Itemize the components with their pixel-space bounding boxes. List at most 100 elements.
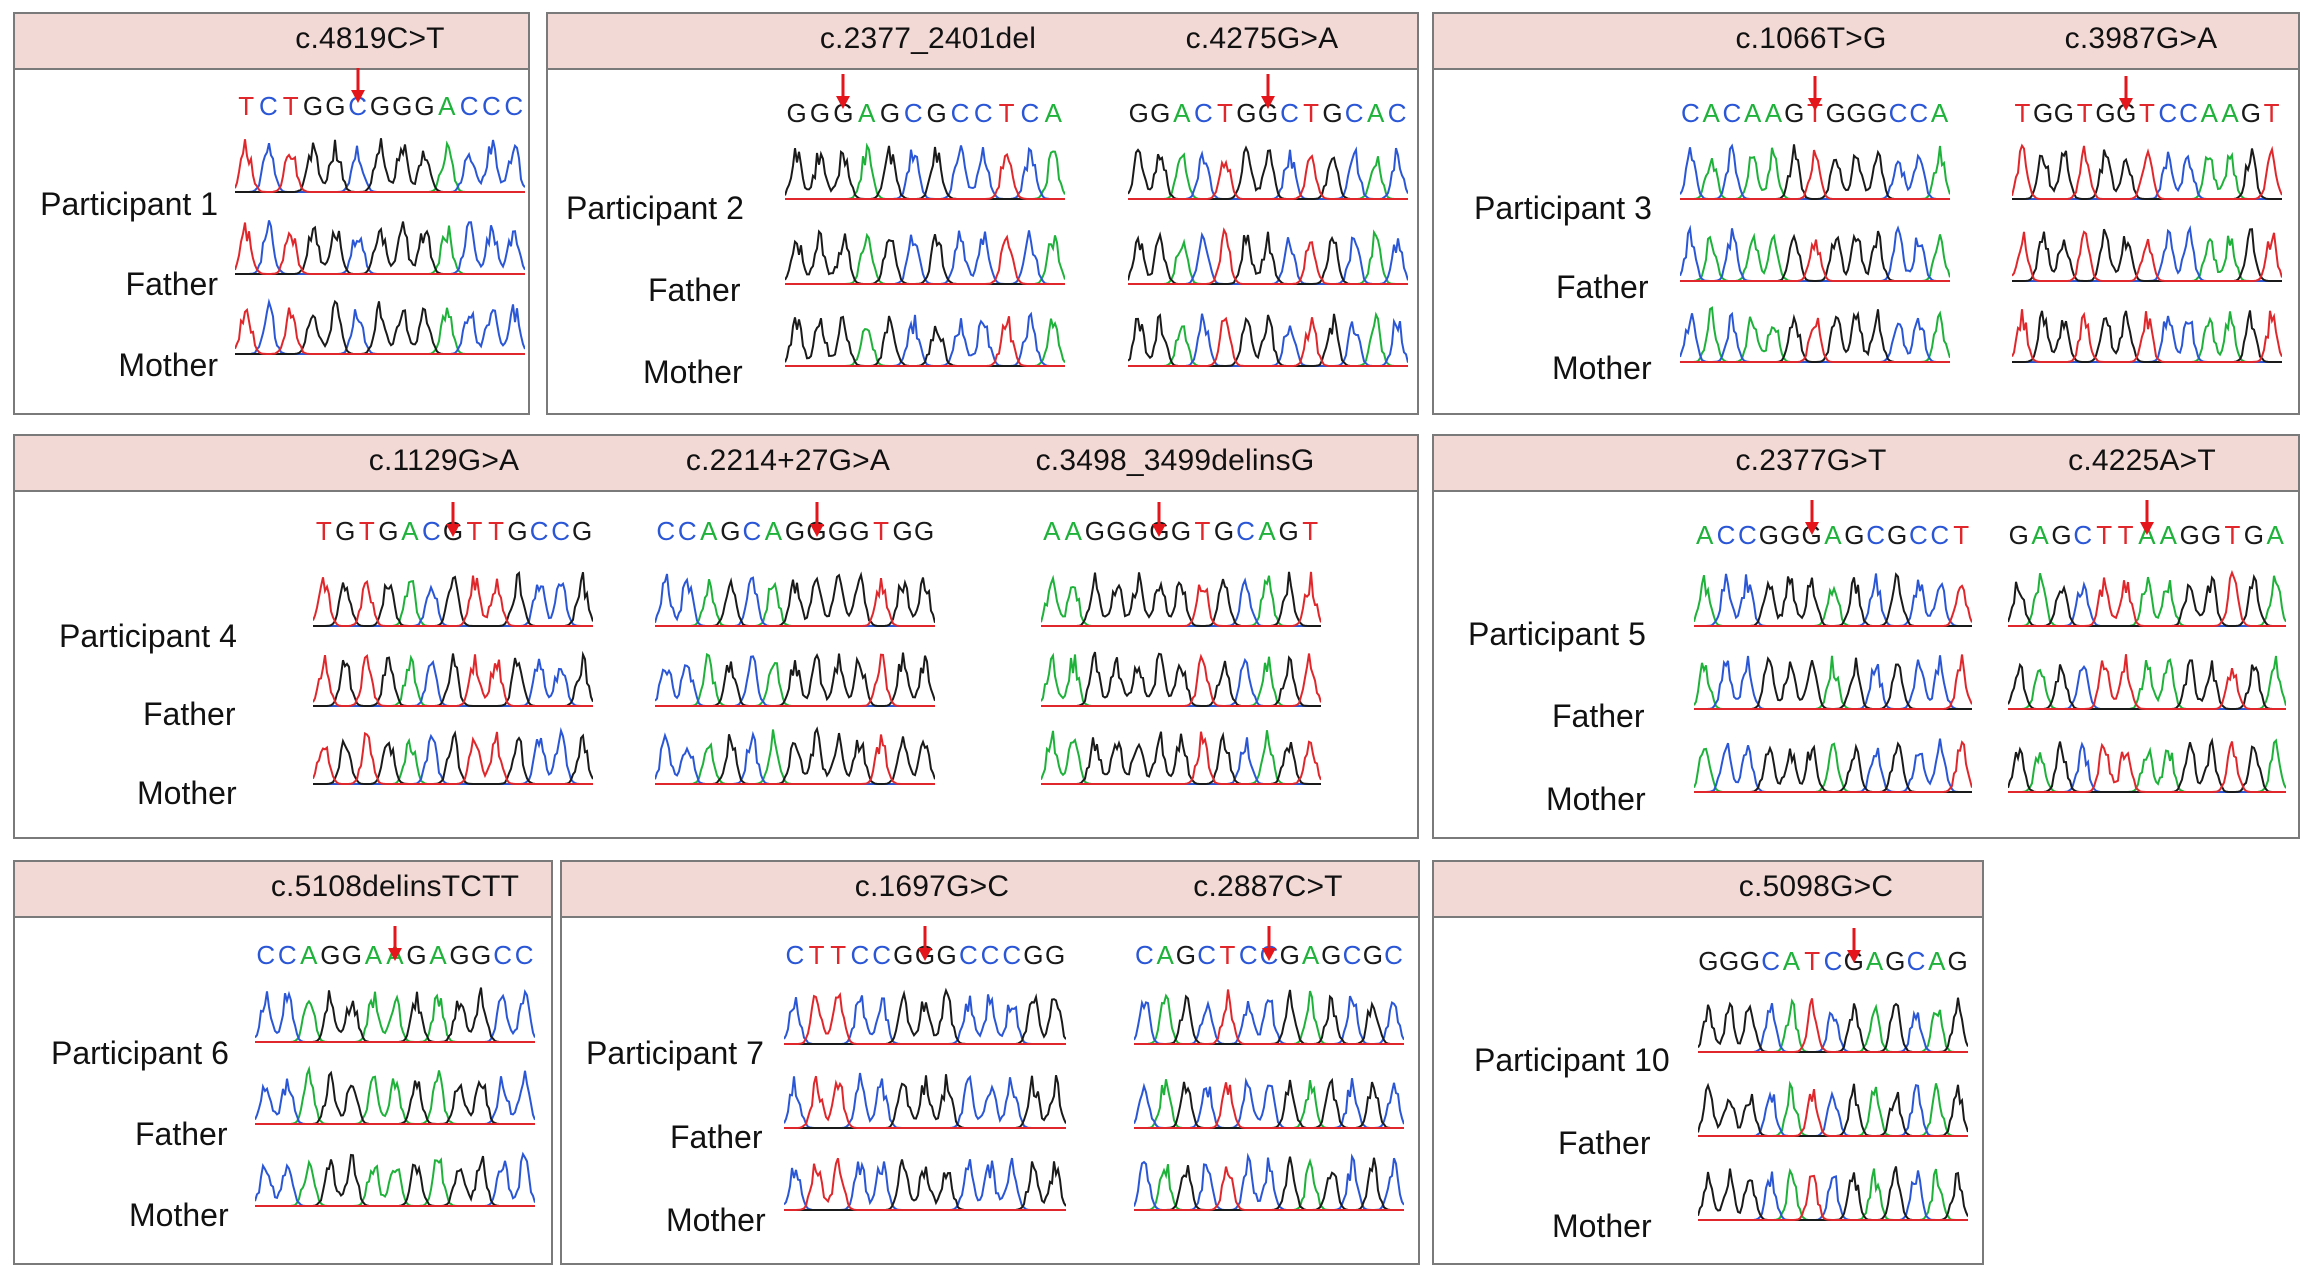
base-letter: T: [2096, 520, 2113, 550]
trace-T: [2012, 143, 2282, 200]
base-letter: T: [2263, 98, 2280, 128]
variant-label: c.3498_3499delinsG: [1035, 444, 1315, 477]
trace-G: [785, 229, 1065, 285]
base-letter: G: [2243, 520, 2264, 550]
base-letter: A: [1043, 516, 1061, 546]
base-letter: G: [1780, 520, 1801, 550]
base-letter: A: [857, 98, 876, 128]
base-letter: A: [1824, 520, 1842, 550]
base-letter: A: [1696, 520, 1714, 550]
base-letter: G: [2116, 98, 2137, 128]
mother-chromatogram: [1134, 1152, 1404, 1211]
base-letter: G: [1023, 940, 1044, 970]
variant-label: c.3987G>A: [2064, 22, 2218, 55]
base-letter: G: [1867, 98, 1888, 128]
base-letter: C: [1888, 98, 1908, 128]
base-letter: T: [2076, 98, 2093, 128]
participant-chromatogram: [1041, 571, 1321, 627]
base-letter: A: [1928, 946, 1946, 976]
down-arrow-icon: [1846, 928, 1861, 963]
base-letter: C: [1680, 98, 1700, 128]
base-letter: A: [1173, 98, 1191, 128]
base-letter: G: [936, 940, 957, 970]
base-letter: A: [2200, 98, 2218, 128]
base-letter: G: [1844, 520, 1865, 550]
base-letter: G: [1846, 98, 1867, 128]
base-letter: C: [1280, 98, 1299, 128]
base-letter: C: [973, 98, 993, 128]
base-letter: A: [1301, 940, 1320, 970]
base-letter: G: [1279, 940, 1300, 970]
base-letter: T: [2139, 98, 2155, 128]
base-letter: A: [1702, 98, 1720, 128]
mother-label: Mother: [118, 347, 218, 383]
panel-header: [1434, 862, 1982, 918]
participant-label: Participant 4: [59, 618, 237, 654]
trace-T: [1128, 316, 1408, 367]
variant-label: c.1066T>G: [1735, 22, 1887, 55]
base-letter: T: [1804, 946, 1821, 976]
variant-label: c.5098G>C: [1738, 870, 1894, 903]
participant-label: Participant 7: [586, 1035, 764, 1071]
base-letter: G: [302, 91, 324, 121]
base-letter: C: [1387, 98, 1407, 128]
base-letter: G: [406, 940, 427, 970]
trace-T: [1041, 731, 1321, 785]
base-letter: G: [1825, 98, 1846, 128]
variant-label: c.2887C>T: [1193, 870, 1343, 903]
trace-C: [255, 1070, 535, 1125]
base-sequence: CAGCTCCGAGCGC: [1134, 940, 1404, 971]
base-letter: A: [438, 91, 456, 121]
trace-A: [1698, 998, 1968, 1053]
trace-C: [1694, 573, 1972, 627]
father-label: Father: [125, 266, 218, 302]
base-letter: C: [514, 940, 534, 970]
participant-chromatogram: [784, 987, 1066, 1045]
base-letter: G: [809, 98, 831, 128]
trace-T: [2012, 230, 2282, 282]
down-arrow-icon: [1808, 76, 1822, 111]
base-letter: G: [1801, 520, 1822, 550]
trace-T: [655, 734, 935, 785]
base-letter: G: [341, 940, 362, 970]
base-letter: C: [1134, 940, 1154, 970]
mother-chromatogram: [785, 311, 1065, 367]
base-letter: C: [677, 516, 697, 546]
mother-label: Mother: [1552, 350, 1652, 386]
base-letter: C: [1909, 98, 1929, 128]
trace-T: [1134, 1082, 1404, 1129]
panel-participant-7: c.1697G>C c.2887C>T Participant 7 Father…: [560, 860, 1420, 1265]
mother-chromatogram: [235, 298, 525, 355]
base-letter: G: [1175, 940, 1197, 970]
base-letter: C: [958, 940, 978, 970]
trace-T: [655, 653, 935, 707]
father-label: Father: [1558, 1125, 1651, 1161]
base-letter: A: [429, 940, 447, 970]
trace-T: [1041, 653, 1321, 707]
base-letter: T: [873, 516, 890, 546]
base-letter: A: [1782, 946, 1801, 976]
base-letter: G: [1321, 940, 1342, 970]
participant-chromatogram: [313, 571, 593, 627]
participant-chromatogram: [1694, 572, 1972, 627]
variant-label: c.4225A>T: [2068, 444, 2216, 477]
participant-chromatogram: [1134, 989, 1404, 1045]
down-arrow-icon: [350, 68, 365, 103]
base-letter: G: [2240, 98, 2261, 128]
base-letter: G: [1106, 516, 1127, 546]
mother-chromatogram: [2008, 737, 2286, 793]
participant-chromatogram: [1680, 143, 1950, 200]
trace-T: [235, 139, 525, 193]
father-label: Father: [1552, 698, 1645, 734]
panel-header: [15, 14, 528, 70]
trace-T: [313, 575, 593, 627]
base-letter: G: [2179, 520, 2200, 550]
father-chromatogram: [1041, 651, 1321, 707]
base-letter: T: [830, 940, 847, 970]
trace-T: [1128, 154, 1408, 200]
base-letter: G: [1170, 516, 1192, 546]
base-letter: C: [903, 98, 923, 128]
base-letter: T: [358, 516, 375, 546]
base-sequence: AAGGGGGTGCAGT: [1041, 516, 1321, 547]
